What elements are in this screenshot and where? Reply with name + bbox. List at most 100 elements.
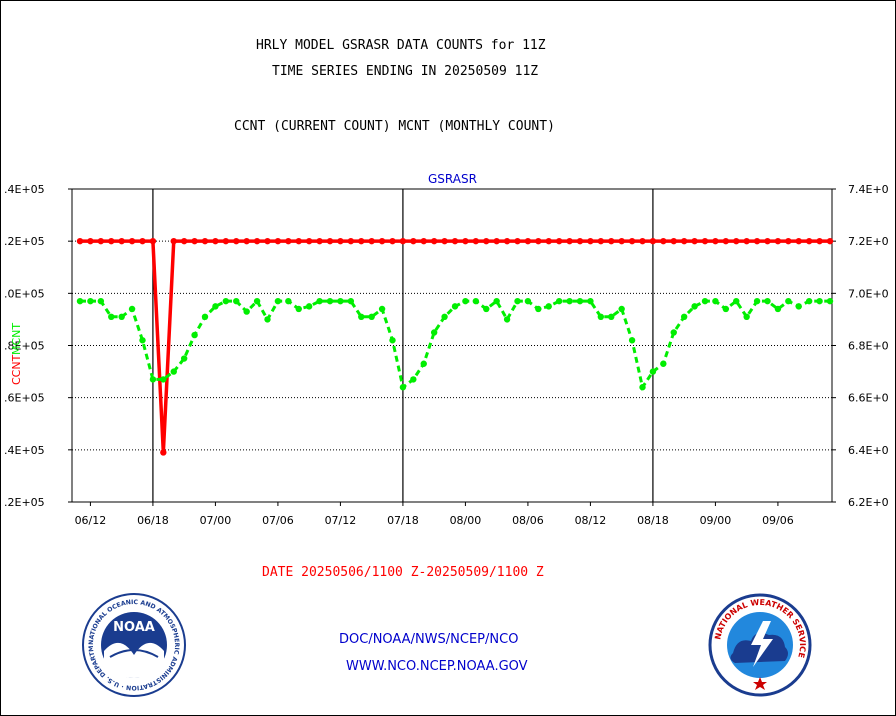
data-point-mcnt xyxy=(639,384,646,391)
data-point-mcnt xyxy=(337,297,344,305)
data-point-ccnt xyxy=(399,237,407,245)
data-point-mcnt xyxy=(191,331,198,339)
nws-logo-icon: NATIONAL WEATHER SERVICE xyxy=(708,593,812,697)
series-line-ccnt xyxy=(80,239,830,453)
website-link[interactable]: WWW.NCO.NCEP.NOAA.GOV xyxy=(346,659,528,674)
data-point-ccnt xyxy=(337,237,344,245)
data-point-mcnt xyxy=(576,297,584,305)
data-point-ccnt xyxy=(753,237,761,245)
data-point-mcnt xyxy=(462,297,469,305)
chart-subtitle: CCNT (CURRENT COUNT) MCNT (MONTHLY COUNT… xyxy=(234,119,555,134)
data-point-mcnt xyxy=(680,313,688,321)
data-point-mcnt xyxy=(87,297,94,305)
data-point-ccnt xyxy=(639,237,646,245)
data-point-mcnt xyxy=(358,313,365,321)
x-tick-label: 06/18 xyxy=(137,514,169,527)
data-point-ccnt xyxy=(305,237,313,245)
data-point-mcnt xyxy=(826,297,834,305)
data-point-mcnt xyxy=(326,297,334,305)
data-point-mcnt xyxy=(108,313,115,321)
y-left-tick-label: .6E+05 xyxy=(4,392,45,405)
x-tick-label: 08/12 xyxy=(575,514,607,527)
data-point-mcnt xyxy=(587,297,594,305)
data-point-mcnt xyxy=(97,297,105,305)
data-point-ccnt xyxy=(347,237,355,245)
data-point-ccnt xyxy=(274,237,282,245)
data-point-mcnt xyxy=(243,308,250,315)
data-point-mcnt xyxy=(743,313,750,321)
data-point-ccnt xyxy=(128,237,136,245)
data-point-mcnt xyxy=(649,368,657,375)
data-point-ccnt xyxy=(805,237,813,245)
y-right-axis-title: MCNT xyxy=(10,323,23,355)
noaa-logo-icon: NATIONAL OCEANIC AND ATMOSPHERIC ADMINIS… xyxy=(80,593,186,697)
data-point-mcnt xyxy=(233,297,240,305)
series-title: GSRASR xyxy=(428,172,477,186)
x-tick-label: 09/00 xyxy=(700,514,732,527)
data-point-ccnt xyxy=(118,237,125,245)
data-point-ccnt xyxy=(555,237,563,245)
data-point-mcnt xyxy=(139,337,146,344)
data-point-mcnt xyxy=(555,297,563,305)
data-point-mcnt xyxy=(618,305,625,313)
data-point-ccnt xyxy=(316,237,323,245)
data-point-mcnt xyxy=(274,297,282,305)
data-point-mcnt xyxy=(285,297,292,305)
y-left-tick-label: .2E+05 xyxy=(4,235,45,248)
data-point-ccnt xyxy=(535,237,542,245)
data-point-ccnt xyxy=(566,237,573,245)
chart-title-line1: HRLY MODEL GSRASR DATA COUNTS for 11Z xyxy=(256,38,546,53)
data-point-mcnt xyxy=(795,303,802,310)
data-point-mcnt xyxy=(222,297,230,305)
data-point-mcnt xyxy=(180,355,188,362)
data-point-ccnt xyxy=(743,237,750,245)
data-point-mcnt xyxy=(608,313,615,321)
data-point-mcnt xyxy=(514,297,521,305)
data-point-ccnt xyxy=(378,237,386,245)
data-point-ccnt xyxy=(712,237,719,245)
data-point-ccnt xyxy=(451,237,459,245)
data-point-mcnt xyxy=(441,313,448,321)
data-point-ccnt xyxy=(701,237,709,245)
x-tick-label: 07/12 xyxy=(325,514,357,527)
data-point-ccnt xyxy=(462,237,469,245)
data-point-ccnt xyxy=(253,237,261,245)
data-point-ccnt xyxy=(774,237,782,245)
data-point-mcnt xyxy=(295,305,302,313)
data-point-ccnt xyxy=(795,237,802,245)
data-point-ccnt xyxy=(472,237,480,245)
data-point-mcnt xyxy=(545,303,552,310)
data-point-mcnt xyxy=(149,376,157,383)
noaa-logo-text: NOAA xyxy=(113,620,155,635)
data-point-ccnt xyxy=(87,237,94,245)
data-point-mcnt xyxy=(451,303,459,310)
data-point-mcnt xyxy=(170,368,177,375)
data-point-ccnt xyxy=(139,237,146,245)
data-point-ccnt xyxy=(524,237,532,245)
data-point-ccnt xyxy=(608,237,615,245)
data-point-mcnt xyxy=(201,313,209,321)
data-point-mcnt xyxy=(503,316,511,323)
y-right-tick-label: 6.8E+0 xyxy=(848,340,889,353)
data-point-mcnt xyxy=(212,303,219,310)
data-point-mcnt xyxy=(368,313,375,321)
data-point-ccnt xyxy=(285,237,292,245)
data-point-mcnt xyxy=(701,297,709,305)
data-point-mcnt xyxy=(253,297,261,305)
data-point-mcnt xyxy=(410,376,417,383)
data-point-ccnt xyxy=(660,237,667,245)
data-point-ccnt xyxy=(691,237,698,245)
data-point-ccnt xyxy=(326,237,334,245)
data-point-mcnt xyxy=(566,297,573,305)
data-point-ccnt xyxy=(264,237,271,245)
data-point-mcnt xyxy=(483,305,490,313)
x-tick-label: 06/12 xyxy=(75,514,107,527)
data-point-ccnt xyxy=(628,237,636,245)
y-right-tick-label: 6.6E+0 xyxy=(848,392,889,405)
data-point-ccnt xyxy=(618,237,625,245)
data-point-ccnt xyxy=(670,237,677,245)
data-point-ccnt xyxy=(597,237,605,245)
x-tick-label: 07/00 xyxy=(200,514,232,527)
data-point-mcnt xyxy=(389,337,396,344)
